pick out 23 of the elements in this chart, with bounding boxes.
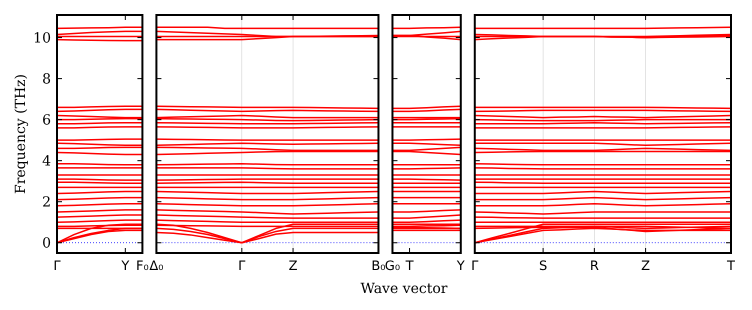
x-axis-title: Wave vector: [360, 281, 448, 297]
y-tick-label: 10: [33, 30, 51, 47]
x-tick-label: R: [590, 259, 599, 274]
x-tick-label: F₀: [136, 259, 149, 274]
y-tick-label: 8: [42, 72, 51, 88]
x-tick-label: Γ: [238, 259, 246, 274]
y-tick-label: 2: [42, 194, 51, 211]
x-tick-label: T: [726, 259, 736, 274]
x-tick-label: G₀: [384, 259, 400, 274]
x-tick-label: Y: [120, 259, 130, 274]
x-tick-label: Z: [288, 259, 298, 274]
y-tick-label: 4: [42, 154, 52, 170]
x-tick-label: Δ₀: [149, 259, 164, 274]
x-tick-label: Γ: [471, 259, 480, 274]
y-axis-title: Frequency (THz): [13, 74, 29, 194]
x-tick-label: Z: [641, 259, 650, 274]
x-tick-label: B₀: [371, 259, 386, 274]
y-tick-label: 0: [42, 236, 51, 252]
y-tick-label: 6: [42, 112, 52, 129]
x-tick-label: Γ: [53, 259, 62, 274]
x-tick-label: Y: [456, 259, 465, 274]
x-tick-label: S: [538, 259, 548, 274]
x-tick-label: T: [404, 259, 414, 274]
